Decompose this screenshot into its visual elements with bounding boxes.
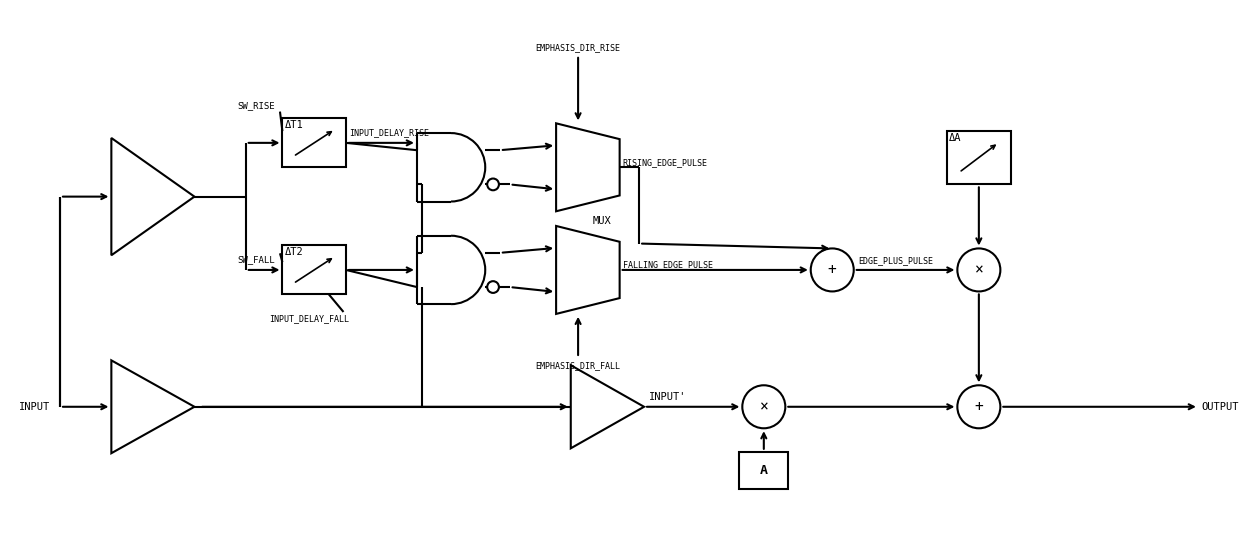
Text: INPUT': INPUT' bbox=[649, 392, 687, 402]
Text: INPUT_DELAY_FALL: INPUT_DELAY_FALL bbox=[269, 314, 350, 323]
Text: EDGE_PLUS_PULSE: EDGE_PLUS_PULSE bbox=[858, 256, 934, 265]
Text: ×: × bbox=[975, 262, 983, 278]
Text: ΔT2: ΔT2 bbox=[284, 247, 303, 257]
Bar bbox=[283, 119, 346, 167]
Text: SW_FALL: SW_FALL bbox=[237, 255, 275, 264]
Bar bbox=[283, 246, 346, 294]
Text: EMPHASIS_DIR_RISE: EMPHASIS_DIR_RISE bbox=[536, 43, 620, 52]
Text: ΔT1: ΔT1 bbox=[284, 120, 303, 130]
Text: SW_RISE: SW_RISE bbox=[237, 100, 275, 109]
Text: EMPHASIS_DIR_FALL: EMPHASIS_DIR_FALL bbox=[536, 361, 620, 370]
Text: MUX: MUX bbox=[593, 216, 611, 226]
Text: +: + bbox=[975, 399, 983, 414]
Text: +: + bbox=[828, 262, 837, 278]
Text: ×: × bbox=[759, 399, 769, 414]
Text: FALLING_EDGE_PULSE: FALLING_EDGE_PULSE bbox=[622, 261, 713, 270]
Text: INPUT: INPUT bbox=[19, 402, 51, 412]
Text: INPUT_DELAY_RISE: INPUT_DELAY_RISE bbox=[348, 128, 429, 137]
Bar bbox=[947, 131, 1011, 184]
Text: RISING_EDGE_PULSE: RISING_EDGE_PULSE bbox=[622, 158, 708, 167]
Text: A: A bbox=[760, 464, 768, 477]
Text: ΔA: ΔA bbox=[949, 132, 961, 143]
Bar bbox=[739, 452, 789, 489]
Text: OUTPUT: OUTPUT bbox=[1202, 402, 1239, 412]
